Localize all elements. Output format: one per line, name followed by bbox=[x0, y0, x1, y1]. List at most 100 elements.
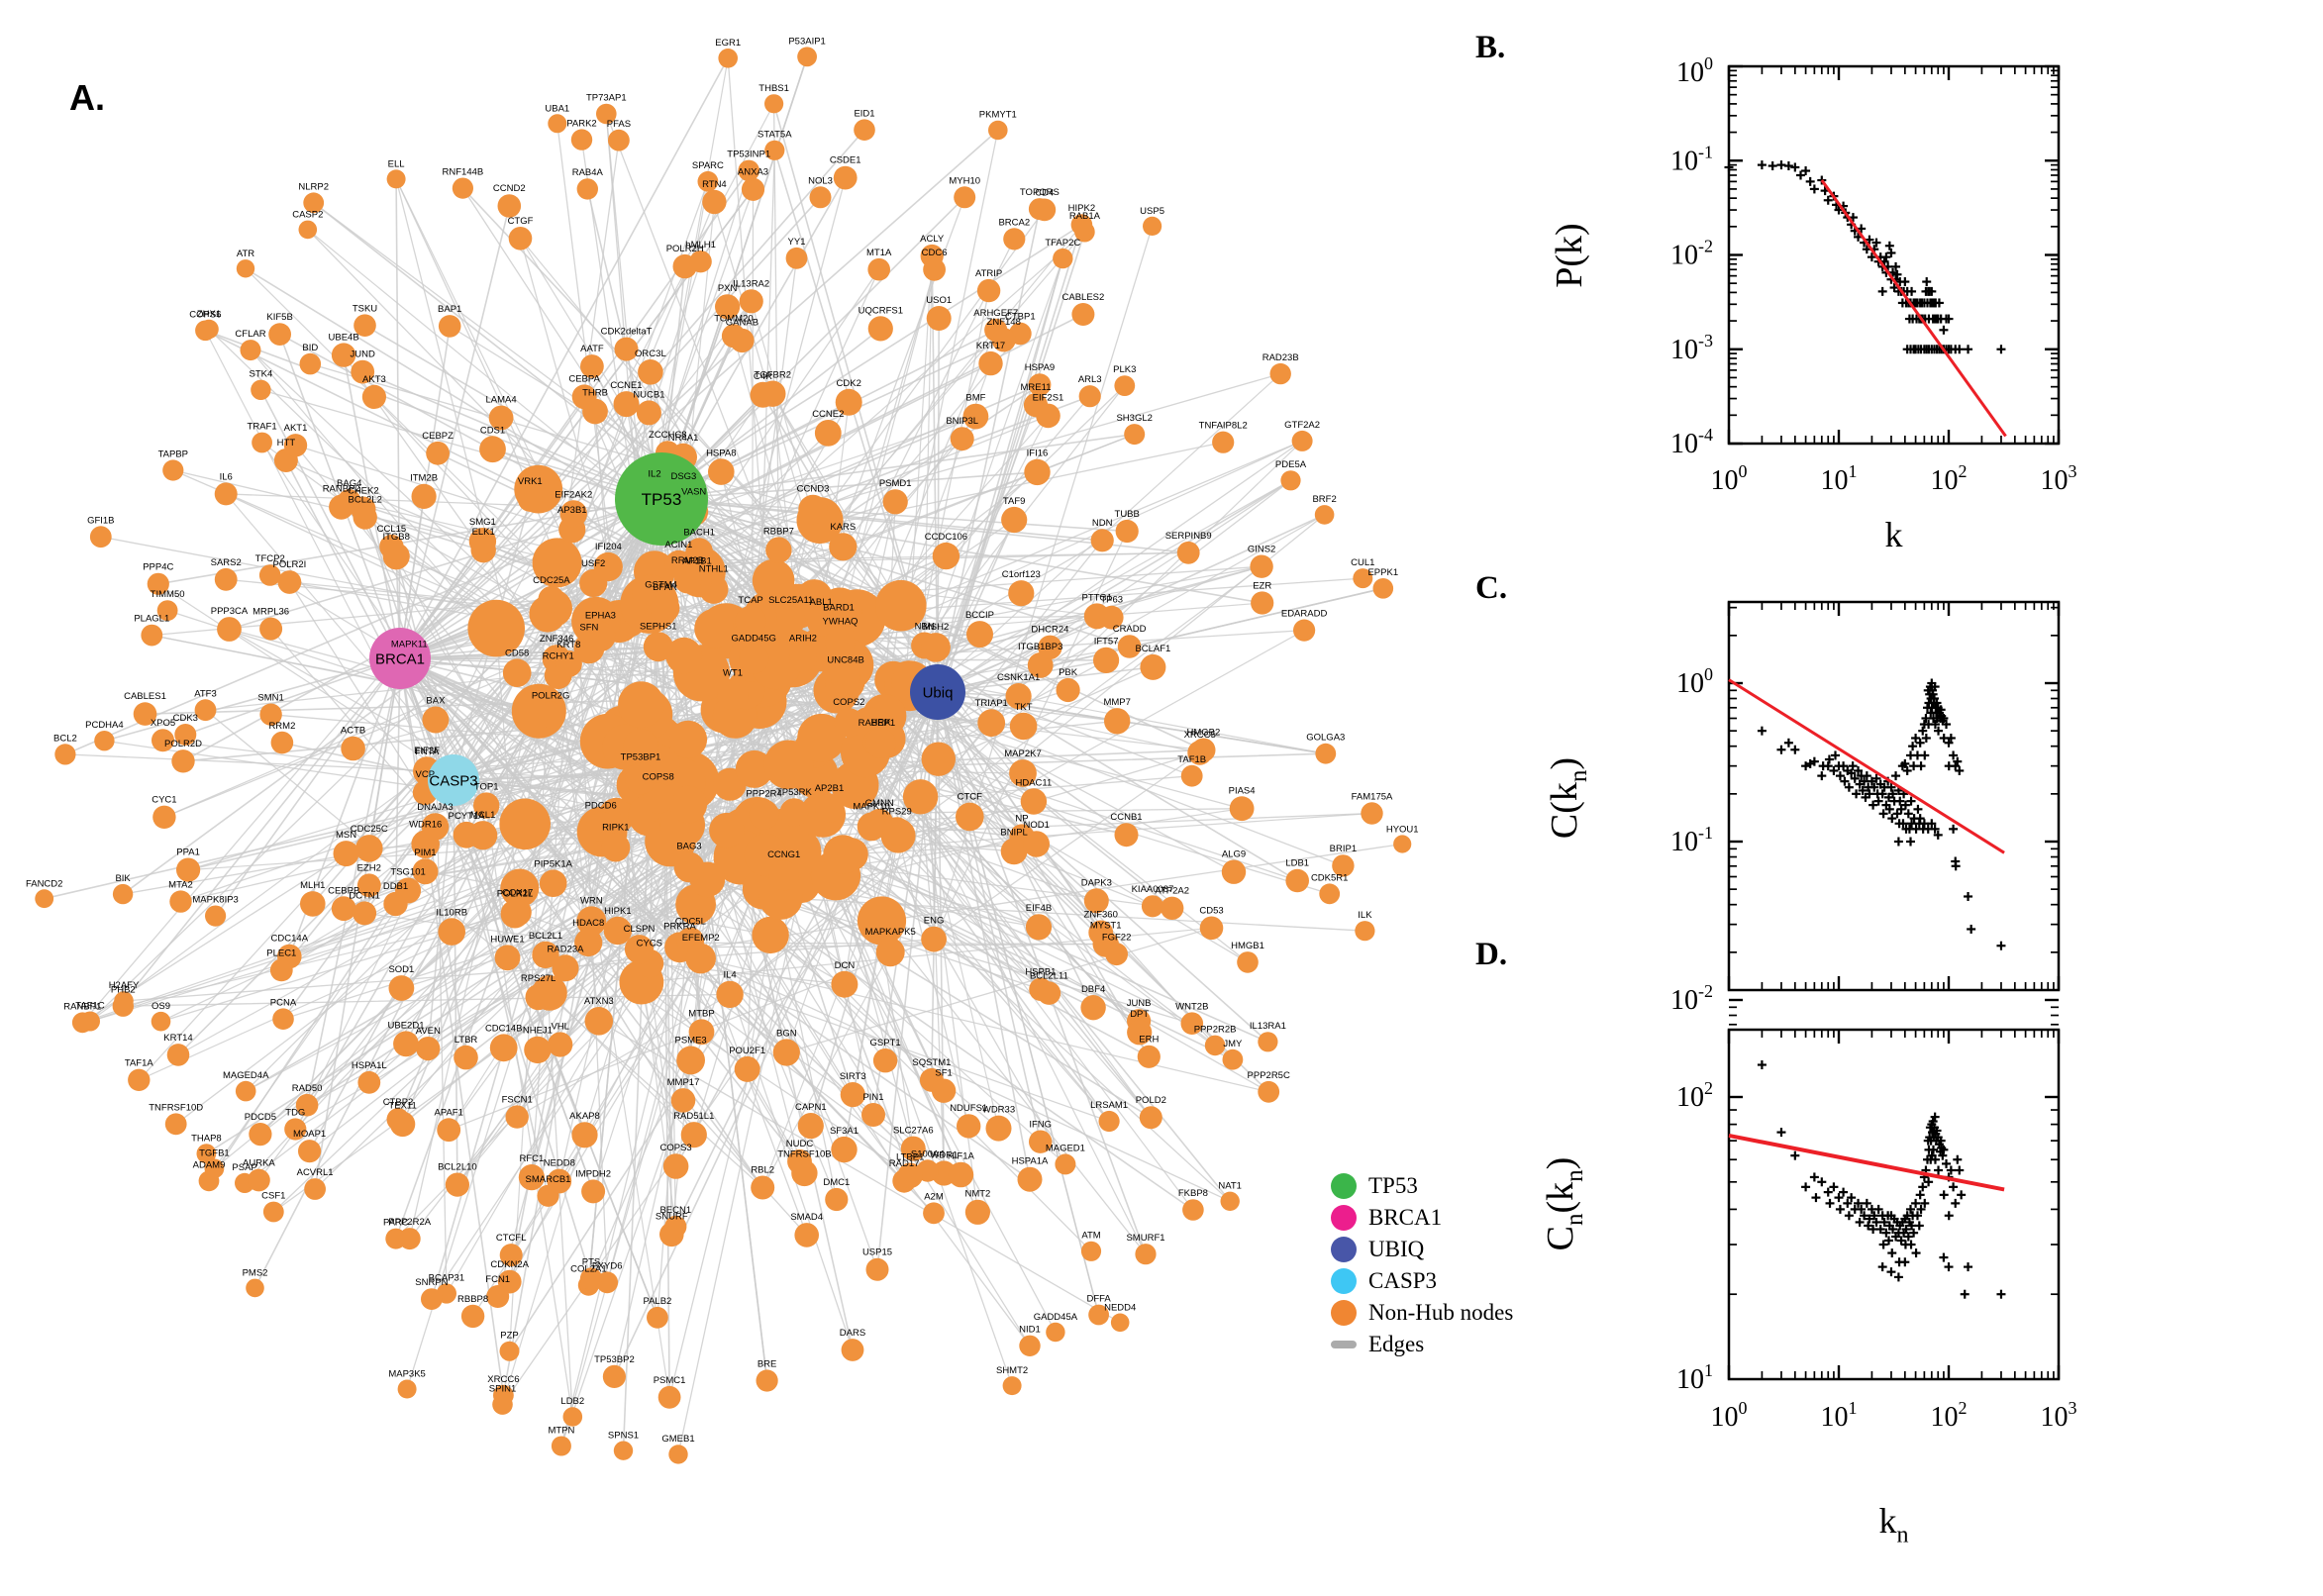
network-node[interactable] bbox=[814, 420, 842, 447]
network-node[interactable] bbox=[794, 1223, 819, 1247]
network-node[interactable] bbox=[445, 1172, 469, 1197]
network-node[interactable] bbox=[931, 1078, 957, 1103]
network-node[interactable] bbox=[1361, 802, 1383, 825]
network-node[interactable] bbox=[298, 1140, 322, 1163]
network-node[interactable] bbox=[840, 1082, 865, 1108]
network-node[interactable] bbox=[438, 918, 466, 946]
network-node[interactable] bbox=[351, 496, 376, 522]
network-node[interactable] bbox=[950, 427, 974, 451]
network-node[interactable] bbox=[412, 858, 439, 885]
network-node[interactable] bbox=[497, 194, 522, 218]
network-node[interactable] bbox=[875, 938, 905, 967]
network-node[interactable] bbox=[797, 47, 817, 67]
network-node[interactable] bbox=[217, 617, 242, 642]
network-core-node[interactable] bbox=[669, 785, 708, 824]
network-node[interactable] bbox=[1293, 619, 1316, 642]
network-node[interactable] bbox=[1019, 1335, 1041, 1357]
network-node[interactable] bbox=[251, 379, 271, 400]
network-node[interactable] bbox=[1005, 683, 1032, 710]
network-node[interactable] bbox=[524, 1036, 552, 1064]
network-node[interactable] bbox=[1269, 362, 1291, 385]
network-node[interactable] bbox=[636, 400, 661, 426]
network-node[interactable] bbox=[1258, 1032, 1278, 1052]
network-node[interactable] bbox=[1105, 943, 1128, 966]
network-node[interactable] bbox=[272, 1008, 294, 1030]
network-node[interactable] bbox=[500, 899, 530, 929]
network-node[interactable] bbox=[776, 606, 806, 636]
network-node[interactable] bbox=[386, 169, 406, 189]
network-node[interactable] bbox=[35, 889, 54, 909]
network-core-node[interactable] bbox=[735, 749, 773, 788]
network-node[interactable] bbox=[398, 1228, 421, 1250]
network-node[interactable] bbox=[897, 1162, 923, 1189]
network-node[interactable] bbox=[798, 494, 828, 525]
network-node[interactable] bbox=[552, 954, 579, 982]
network-core-node[interactable] bbox=[823, 835, 862, 874]
network-node[interactable] bbox=[749, 799, 779, 830]
network-node[interactable] bbox=[739, 289, 763, 314]
network-node[interactable] bbox=[499, 1244, 523, 1267]
network-node[interactable] bbox=[966, 621, 993, 648]
network-node[interactable] bbox=[258, 564, 281, 586]
network-node[interactable] bbox=[283, 434, 308, 457]
network-core-node[interactable] bbox=[665, 637, 703, 674]
network-node[interactable] bbox=[388, 975, 415, 1001]
network-node[interactable] bbox=[650, 593, 680, 623]
network-node[interactable] bbox=[54, 744, 76, 765]
network-node[interactable] bbox=[269, 958, 293, 982]
network-node[interactable] bbox=[976, 278, 1001, 303]
network-node[interactable] bbox=[357, 1070, 381, 1094]
network-core-node[interactable] bbox=[532, 538, 582, 588]
network-node[interactable] bbox=[882, 817, 911, 846]
network-node[interactable] bbox=[1212, 431, 1235, 453]
network-node[interactable] bbox=[454, 1045, 478, 1070]
network-node[interactable] bbox=[831, 1136, 858, 1163]
network-node[interactable] bbox=[702, 189, 727, 215]
network-node[interactable] bbox=[1141, 895, 1164, 918]
network-node[interactable] bbox=[1393, 835, 1412, 853]
network-node[interactable] bbox=[1161, 896, 1184, 920]
network-node[interactable] bbox=[411, 483, 437, 509]
network-node[interactable] bbox=[133, 702, 157, 726]
network-node[interactable] bbox=[991, 328, 1016, 352]
network-node[interactable] bbox=[957, 1114, 981, 1139]
network-node[interactable] bbox=[571, 1122, 598, 1148]
network-node[interactable] bbox=[488, 405, 514, 431]
network-node[interactable] bbox=[1003, 228, 1026, 250]
network-node[interactable] bbox=[647, 1306, 668, 1329]
network-node[interactable] bbox=[985, 1115, 1012, 1142]
network-node[interactable] bbox=[638, 359, 663, 385]
network-node[interactable] bbox=[1088, 920, 1114, 946]
network-node[interactable] bbox=[1291, 430, 1313, 451]
network-node[interactable] bbox=[1104, 708, 1131, 735]
network-node[interactable] bbox=[1315, 743, 1337, 764]
network-node[interactable] bbox=[670, 1088, 696, 1113]
network-node[interactable] bbox=[751, 1175, 775, 1200]
network-node[interactable] bbox=[152, 805, 176, 829]
hub-node-tp53[interactable] bbox=[615, 452, 708, 546]
network-node[interactable] bbox=[246, 1278, 264, 1298]
network-node[interactable] bbox=[1117, 635, 1142, 658]
network-node[interactable] bbox=[734, 1055, 760, 1082]
network-node[interactable] bbox=[834, 708, 863, 738]
hub-node-brca1[interactable] bbox=[369, 628, 431, 689]
network-node[interactable] bbox=[584, 1007, 614, 1036]
network-node[interactable] bbox=[581, 1179, 606, 1204]
network-node[interactable] bbox=[284, 1118, 307, 1141]
network-node[interactable] bbox=[673, 851, 705, 883]
network-node[interactable] bbox=[1090, 529, 1114, 552]
network-node[interactable] bbox=[718, 49, 738, 68]
network-node[interactable] bbox=[861, 1103, 885, 1127]
network-node[interactable] bbox=[926, 306, 952, 331]
network-node[interactable] bbox=[1135, 1244, 1157, 1265]
network-node[interactable] bbox=[593, 551, 623, 582]
network-node[interactable] bbox=[1033, 198, 1057, 222]
network-node[interactable] bbox=[141, 624, 163, 647]
network-node[interactable] bbox=[721, 324, 746, 349]
network-node[interactable] bbox=[978, 350, 1003, 376]
network-node[interactable] bbox=[643, 632, 673, 662]
network-node[interactable] bbox=[1024, 458, 1051, 486]
network-core-node[interactable] bbox=[857, 896, 907, 946]
network-node[interactable] bbox=[502, 658, 532, 687]
network-node[interactable] bbox=[920, 244, 944, 268]
